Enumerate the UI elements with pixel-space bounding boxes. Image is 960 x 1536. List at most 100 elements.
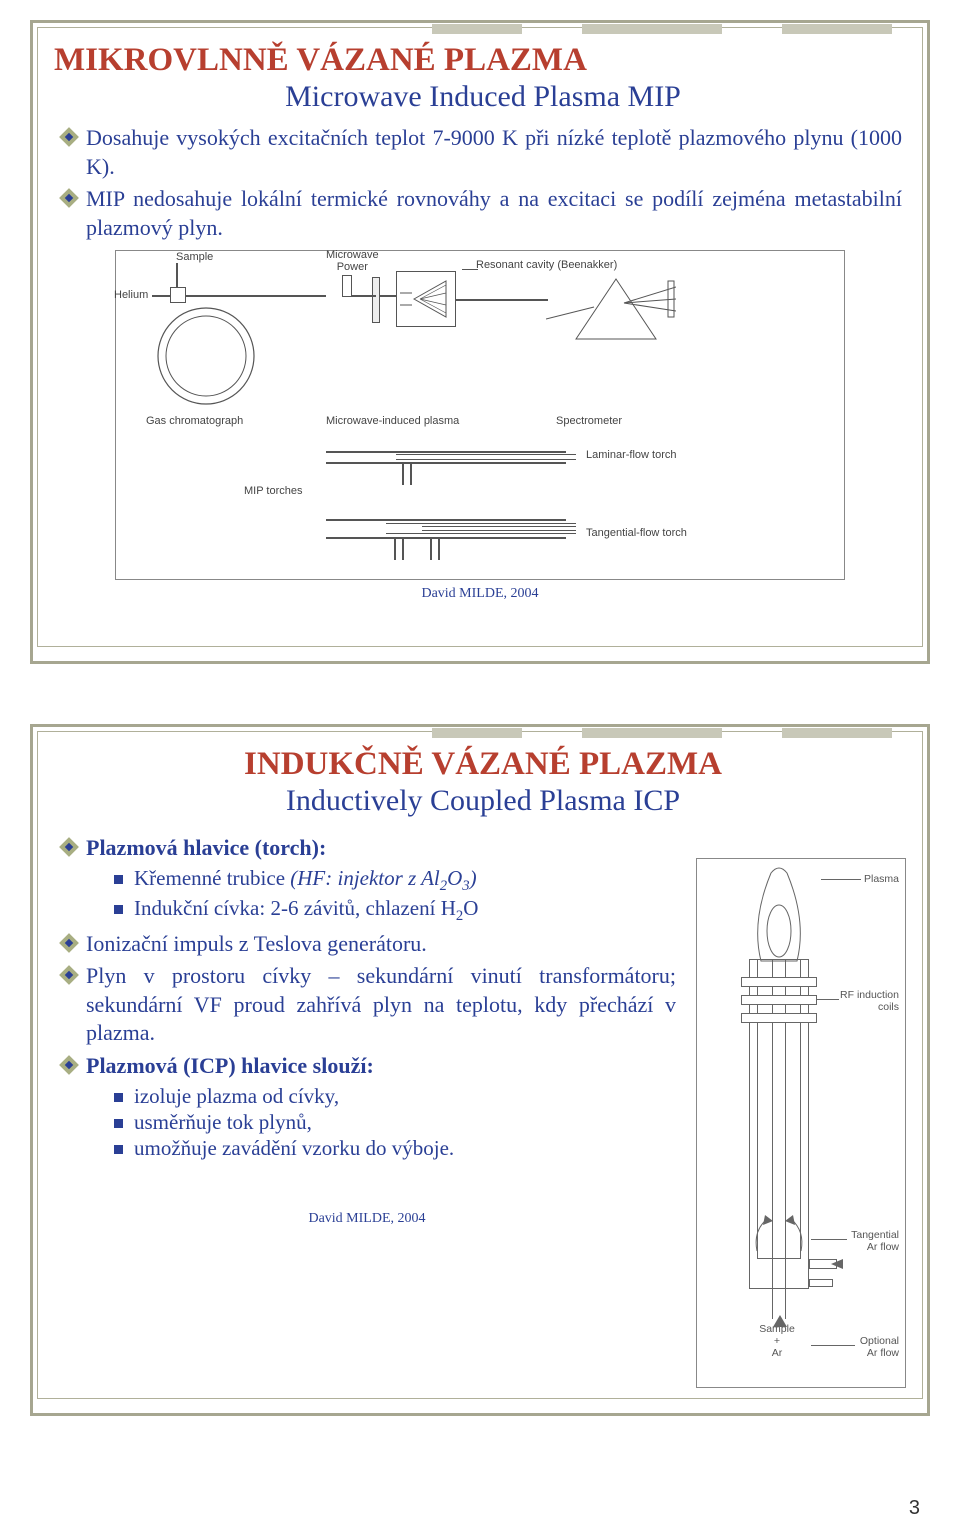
spectrometer-icon bbox=[546, 269, 676, 359]
fig-label-mip: Microwave-induced plasma bbox=[326, 415, 459, 427]
fig-leader bbox=[821, 879, 861, 880]
fig-label-sample: Sample bbox=[176, 251, 213, 263]
fig-mw-block bbox=[342, 275, 352, 297]
fig-line bbox=[176, 263, 178, 289]
fig-plate bbox=[372, 277, 380, 323]
icp-torch-figure: Plasma RF induction coils Tangential Ar … bbox=[696, 858, 906, 1388]
list-item: Plyn v prostoru cívky – sekundární vinut… bbox=[58, 962, 676, 1048]
slide2-bullet-list: Plazmová hlavice (torch): Křemenné trubi… bbox=[48, 834, 686, 1161]
slide2-subtitle: Inductively Coupled Plasma ICP bbox=[54, 784, 912, 818]
sub-item: Indukční cívka: 2-6 závitů, chlazení H2O bbox=[114, 895, 676, 926]
topbar-segment bbox=[582, 728, 722, 738]
arrow-up-icon bbox=[773, 1315, 787, 1329]
slide2-text-column: Plazmová hlavice (torch): Křemenné trubi… bbox=[48, 828, 686, 1227]
plasma-icon bbox=[400, 275, 452, 323]
fig-rf-coil bbox=[741, 1013, 817, 1023]
fig-label-gc: Gas chromatograph bbox=[146, 415, 243, 427]
slide2-columns: Plazmová hlavice (torch): Křemenné trubi… bbox=[48, 828, 912, 1388]
page-number: 3 bbox=[909, 1497, 920, 1520]
list-item: MIP nedosahuje lokální termické rovnováh… bbox=[58, 185, 902, 242]
fig-label-laminar: Laminar-flow torch bbox=[586, 449, 676, 461]
text: Indukční cívka: 2-6 závitů, chlazení H bbox=[134, 896, 456, 920]
list-item: Plazmová hlavice (torch): Křemenné trubi… bbox=[58, 834, 676, 926]
fig-line bbox=[352, 295, 376, 297]
slide-icp-inner: INDUKČNĚ VÁZANÉ PLAZMA Inductively Coupl… bbox=[37, 731, 923, 1399]
slide1-subtitle: Microwave Induced Plasma MIP bbox=[54, 80, 912, 114]
fig-line bbox=[326, 462, 566, 464]
fig-label-plasma: Plasma bbox=[864, 873, 899, 885]
sub-list: Křemenné trubice (HF: injektor z Al2O3) … bbox=[86, 865, 676, 926]
list-item: Ionizační impuls z Teslova generátoru. bbox=[58, 930, 676, 959]
slide2-title: INDUKČNĚ VÁZANÉ PLAZMA bbox=[54, 746, 912, 784]
fig-line bbox=[394, 538, 396, 560]
fig-line bbox=[462, 269, 478, 270]
text-italic: O bbox=[447, 866, 462, 890]
bullet-heading: Plazmová hlavice (torch): bbox=[86, 835, 326, 860]
slide-mip-inner: MIKROVLNNĚ VÁZANÉ PLAZMA Microwave Induc… bbox=[37, 27, 923, 647]
slide2-credit: David MILDE, 2004 bbox=[48, 1211, 686, 1227]
arrow-left-icon bbox=[829, 1257, 845, 1271]
topbar-segment bbox=[782, 24, 892, 34]
page-3: MIKROVLNNĚ VÁZANÉ PLAZMA Microwave Induc… bbox=[0, 0, 960, 1536]
text-italic: (HF: injektor z Al bbox=[290, 866, 440, 890]
decorative-topbar bbox=[38, 728, 922, 738]
swirl-icon bbox=[751, 1211, 807, 1261]
fig-line bbox=[386, 523, 576, 524]
text: Křemenné trubice bbox=[134, 866, 290, 890]
fig-label-rf: RF induction coils bbox=[840, 989, 899, 1013]
sub-list: izoluje plazma od cívky, usměrňuje tok p… bbox=[86, 1083, 676, 1162]
sub-item: umožňuje zavádění vzorku do výboje. bbox=[114, 1135, 676, 1161]
text: O bbox=[463, 896, 478, 920]
gc-loop-icon bbox=[146, 301, 266, 411]
topbar-segment bbox=[582, 24, 722, 34]
slide-mip: MIKROVLNNĚ VÁZANÉ PLAZMA Microwave Induc… bbox=[30, 20, 930, 664]
slide2-figure-column: Plasma RF induction coils Tangential Ar … bbox=[696, 828, 906, 1388]
slide1-bullet-list: Dosahuje vysokých excitačních teplot 7-9… bbox=[48, 124, 912, 242]
fig-line bbox=[396, 459, 576, 460]
subscript: 3 bbox=[462, 878, 469, 894]
fig-rf-coil bbox=[741, 995, 817, 1005]
fig-leader bbox=[811, 1345, 855, 1346]
fig-line bbox=[402, 538, 404, 560]
fig-label-helium: Helium bbox=[114, 289, 148, 301]
slide-icp: INDUKČNĚ VÁZANÉ PLAZMA Inductively Coupl… bbox=[30, 724, 930, 1416]
fig-label-tangential: Tangential-flow torch bbox=[586, 527, 687, 539]
text-italic: ) bbox=[470, 866, 477, 890]
fig-label-mip-torches: MIP torches bbox=[244, 485, 303, 497]
fig-line bbox=[402, 463, 404, 485]
topbar-segment bbox=[782, 728, 892, 738]
fig-line bbox=[410, 463, 412, 485]
topbar-segment bbox=[432, 728, 522, 738]
fig-leader bbox=[811, 1239, 847, 1240]
fig-line bbox=[396, 454, 576, 455]
decorative-topbar bbox=[38, 24, 922, 34]
fig-line bbox=[326, 537, 566, 539]
fig-line bbox=[422, 530, 576, 531]
sub-item: Křemenné trubice (HF: injektor z Al2O3) bbox=[114, 865, 676, 896]
fig-line bbox=[422, 526, 576, 527]
fig-line bbox=[186, 295, 326, 297]
sub-item: usměrňuje tok plynů, bbox=[114, 1109, 676, 1135]
fig-line bbox=[386, 533, 576, 534]
fig-line bbox=[456, 299, 548, 301]
fig-line bbox=[430, 538, 432, 560]
fig-line bbox=[380, 295, 396, 297]
sub-item: izoluje plazma od cívky, bbox=[114, 1083, 676, 1109]
slide1-title: MIKROVLNNĚ VÁZANÉ PLAZMA bbox=[54, 42, 912, 80]
fig-label-spectrometer: Spectrometer bbox=[556, 415, 622, 427]
fig-line bbox=[438, 538, 440, 560]
fig-line bbox=[326, 451, 566, 453]
slide1-credit: David MILDE, 2004 bbox=[48, 586, 912, 602]
mip-schematic-figure: Sample Helium Microwave Power Resonant c… bbox=[115, 250, 845, 580]
fig-rf-coil bbox=[741, 977, 817, 987]
plasma-flame-icon bbox=[741, 861, 819, 971]
fig-label-mw-power: Microwave Power bbox=[326, 249, 379, 273]
fig-label-tangential: Tangential Ar flow bbox=[851, 1229, 899, 1253]
fig-inlet bbox=[809, 1279, 833, 1287]
list-item: Plazmová (ICP) hlavice slouží: izoluje p… bbox=[58, 1052, 676, 1161]
bullet-heading: Plazmová (ICP) hlavice slouží: bbox=[86, 1053, 374, 1078]
topbar-segment bbox=[432, 24, 522, 34]
list-item: Dosahuje vysokých excitačních teplot 7-9… bbox=[58, 124, 902, 181]
fig-label-optional: Optional Ar flow bbox=[860, 1335, 899, 1359]
fig-line bbox=[326, 519, 566, 521]
